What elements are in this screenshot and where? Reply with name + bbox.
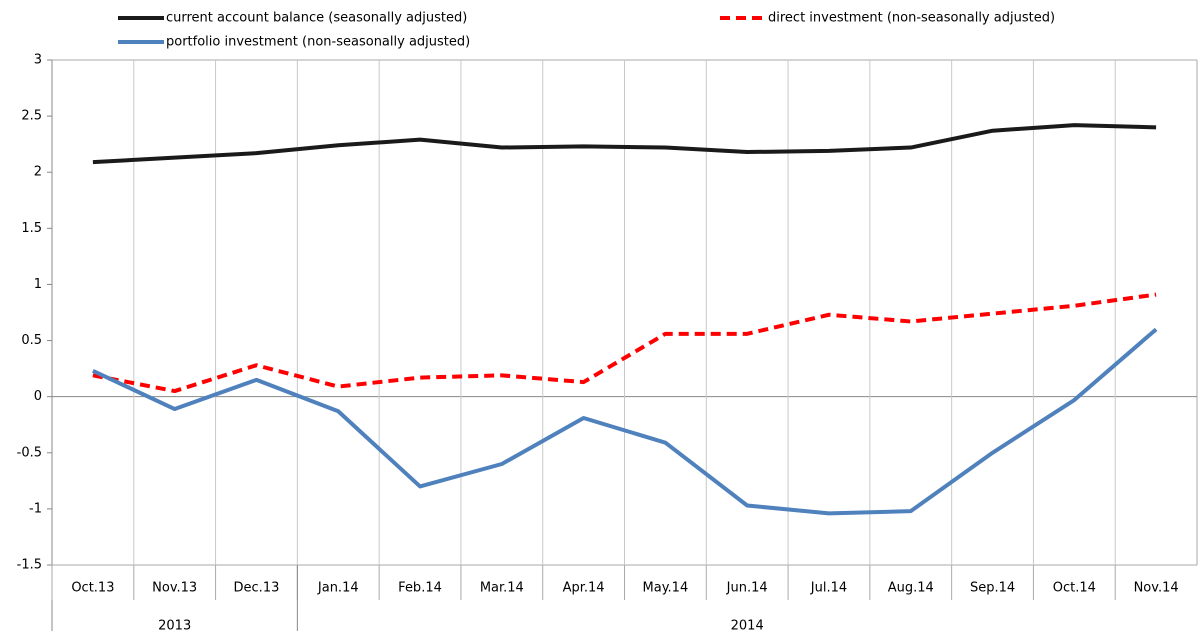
x-tick-label: Feb.14	[398, 581, 442, 596]
y-tick-label: 2.5	[21, 109, 42, 124]
x-tick-label: Sep.14	[970, 581, 1015, 596]
y-tick-label: 1.5	[21, 221, 42, 236]
x-tick-label: Jun.14	[726, 581, 768, 596]
series-line	[92, 292, 1157, 394]
legend-label: current account balance (seasonally adju…	[166, 11, 467, 26]
y-tick-label: -1.5	[17, 558, 42, 573]
x-tick-label: Dec.13	[234, 581, 280, 596]
legend-label: direct investment (non-seasonally adjust…	[768, 11, 1055, 26]
x-tick-label: Nov.14	[1134, 581, 1179, 596]
x-tick-label: Oct.14	[1053, 581, 1096, 596]
x-tick-label: Apr.14	[563, 581, 605, 596]
y-tick-label: -0.5	[17, 445, 42, 460]
y-tick-label: 0.5	[21, 333, 42, 348]
y-tick-label: 1	[34, 277, 42, 292]
x-tick-label: Jan.14	[317, 581, 359, 596]
x-tick-label: Mar.14	[480, 581, 524, 596]
x-tick-label: Jul.14	[810, 581, 847, 596]
series-line	[92, 327, 1158, 516]
x-tick-label: Aug.14	[888, 581, 934, 596]
x-tick-label: Oct.13	[71, 581, 114, 596]
group-label: 2013	[158, 619, 191, 631]
series-line	[92, 123, 1157, 165]
y-tick-label: 3	[34, 53, 42, 68]
x-tick-label: May.14	[643, 581, 689, 596]
y-tick-label: 0	[34, 389, 42, 404]
y-tick-label: -1	[29, 501, 42, 516]
x-tick-label: Nov.13	[152, 581, 197, 596]
group-label: 2014	[731, 619, 764, 631]
y-tick-label: 2	[34, 165, 42, 180]
legend-label: portfolio investment (non-seasonally adj…	[166, 35, 470, 50]
